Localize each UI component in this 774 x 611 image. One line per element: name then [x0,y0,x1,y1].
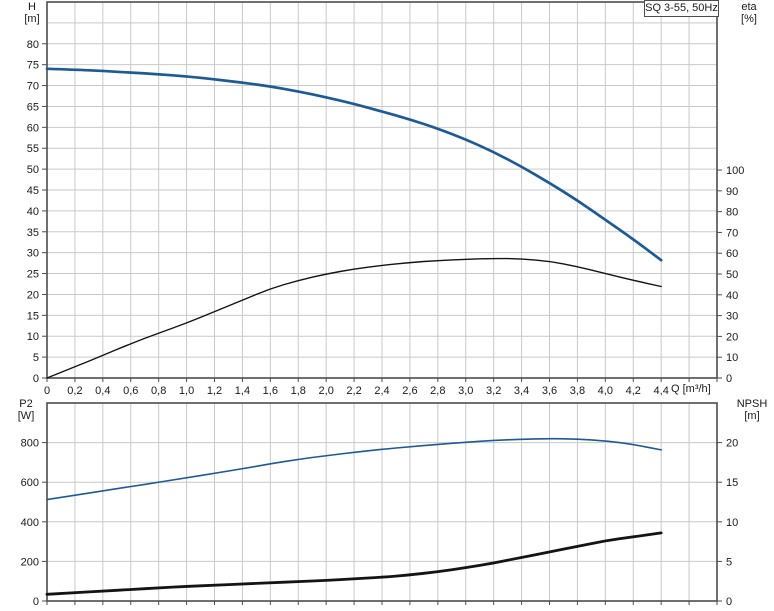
curve-h [45,67,663,262]
x-axis-tick-label: 3,6 [542,385,557,397]
left-axis-tick-label: 30 [27,248,39,260]
left-axis-tick-label: 15 [27,310,39,322]
curve-p2 [46,437,662,501]
left-axis-tick-label: 5 [33,352,39,364]
left-axis-tick-label: 20 [27,289,39,301]
x-axis-tick-label: 1,4 [235,385,250,397]
q-axis-unit-label: Q [m³/h] [671,383,711,395]
left-axis-tick-label: 200 [21,556,39,568]
p2-axis-label-line2: [W] [17,410,35,422]
left-axis-tick-label: 50 [27,164,39,176]
right-axis-tick-label: 30 [726,311,738,323]
right-axis-tick-label: 50 [726,269,738,281]
right-axis-tick-label: 70 [726,227,738,239]
left-axis-tick-label: 35 [27,227,39,239]
h-axis-label-line1: H [28,1,36,13]
h-axis-label: H [m] [18,1,46,25]
npsh-axis-label-line1: NPSH [736,398,768,410]
right-axis-tick-label: 90 [726,186,738,198]
eta-axis-label: eta [%] [731,1,767,25]
right-axis-tick-label: 60 [726,248,738,260]
x-axis-tick-label: 2,4 [374,385,389,397]
x-axis-tick-label: 2,0 [319,385,334,397]
left-axis-tick-label: 75 [27,60,39,72]
x-axis-tick-label: 4,0 [598,385,613,397]
p2-axis-label: P2 [W] [10,398,42,422]
left-axis-tick-label: 40 [27,206,39,218]
eta-axis-label-line2: [%] [741,13,757,25]
left-axis-tick-label: 70 [27,81,39,93]
p2-axis-label-line1: P2 [19,398,33,410]
x-axis-tick-label: 4,2 [626,385,641,397]
x-axis-tick-label: 3,2 [486,385,501,397]
left-axis-tick-label: 80 [27,39,39,51]
x-axis-tick-label: 1,0 [179,385,194,397]
right-axis-tick-label: 40 [726,290,738,302]
x-axis-tick-label: 0,6 [123,385,138,397]
right-axis-tick-label: 20 [726,331,738,343]
left-axis-tick-label: 65 [27,101,39,113]
x-axis-tick-label: 0,8 [151,385,166,397]
x-axis-tick-label: 1,8 [291,385,306,397]
x-axis-tick-label: 1,2 [207,385,222,397]
x-axis-tick-label: 3,4 [514,385,529,397]
x-axis-tick-label: 0,2 [67,385,82,397]
chart-title-box: SQ 3-55, 50Hz [644,0,719,17]
npsh-axis-label: NPSH [m] [729,398,774,422]
right-axis-tick-label: 0 [726,373,732,385]
x-axis-tick-label: 3,8 [570,385,585,397]
x-axis-tick-label: 4,4 [654,385,669,397]
x-axis-tick-label: 1,6 [263,385,278,397]
right-axis-tick-label: 20 [726,438,738,450]
x-axis-tick-label: 2,6 [402,385,417,397]
curve-eta [46,257,662,379]
left-axis-tick-label: 25 [27,269,39,281]
left-axis-tick-label: 60 [27,122,39,134]
left-axis-tick-label: 800 [21,438,39,450]
eta-axis-label-line1: eta [741,1,757,13]
x-axis-tick-label: 3,0 [458,385,473,397]
right-axis-tick-label: 15 [726,477,738,489]
x-axis-tick-label: 0 [44,385,50,397]
left-axis-tick-label: 10 [27,331,39,343]
right-axis-tick-label: 10 [726,352,738,364]
right-axis-tick-label: 100 [726,165,744,177]
h-axis-label-line2: [m] [24,13,40,25]
npsh-axis-label-line2: [m] [744,410,760,422]
left-axis-tick-label: 55 [27,143,39,155]
left-axis-tick-label: 45 [27,185,39,197]
right-axis-tick-label: 10 [726,517,738,529]
left-axis-tick-label: 600 [21,477,39,489]
right-axis-tick-label: 0 [726,596,732,608]
x-axis-tick-label: 0,4 [95,385,110,397]
x-axis-tick-label: 2,8 [430,385,445,397]
right-axis-tick-label: 80 [726,207,738,219]
left-axis-tick-label: 400 [21,517,39,529]
left-axis-tick-label: 0 [33,596,39,608]
x-axis-tick-label: 2,2 [346,385,361,397]
curve-npsh [45,531,663,596]
left-axis-tick-label: 0 [33,373,39,385]
right-axis-tick-label: 5 [726,556,732,568]
